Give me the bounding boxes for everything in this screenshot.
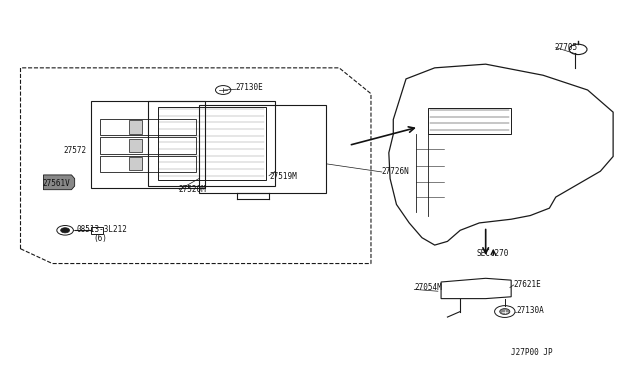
Polygon shape xyxy=(129,157,141,170)
Text: 27572: 27572 xyxy=(64,146,87,155)
Polygon shape xyxy=(129,139,141,152)
Text: SEC.270: SEC.270 xyxy=(476,250,509,259)
Text: 27054M: 27054M xyxy=(414,283,442,292)
Circle shape xyxy=(61,228,70,233)
Text: 27520M: 27520M xyxy=(179,185,206,194)
Text: 08513-3L212: 08513-3L212 xyxy=(77,225,127,234)
Text: 27130E: 27130E xyxy=(236,83,264,92)
Text: 27621E: 27621E xyxy=(514,280,541,289)
Text: 27726N: 27726N xyxy=(381,167,409,176)
Circle shape xyxy=(500,309,510,314)
Text: 27519M: 27519M xyxy=(269,172,297,181)
Text: 27705: 27705 xyxy=(554,43,578,52)
Text: 27561V: 27561V xyxy=(43,179,70,188)
Text: (6): (6) xyxy=(94,234,108,243)
Polygon shape xyxy=(44,175,75,190)
Text: J27P00 JP: J27P00 JP xyxy=(511,349,553,357)
Text: 27130A: 27130A xyxy=(516,306,544,315)
Polygon shape xyxy=(129,120,141,134)
